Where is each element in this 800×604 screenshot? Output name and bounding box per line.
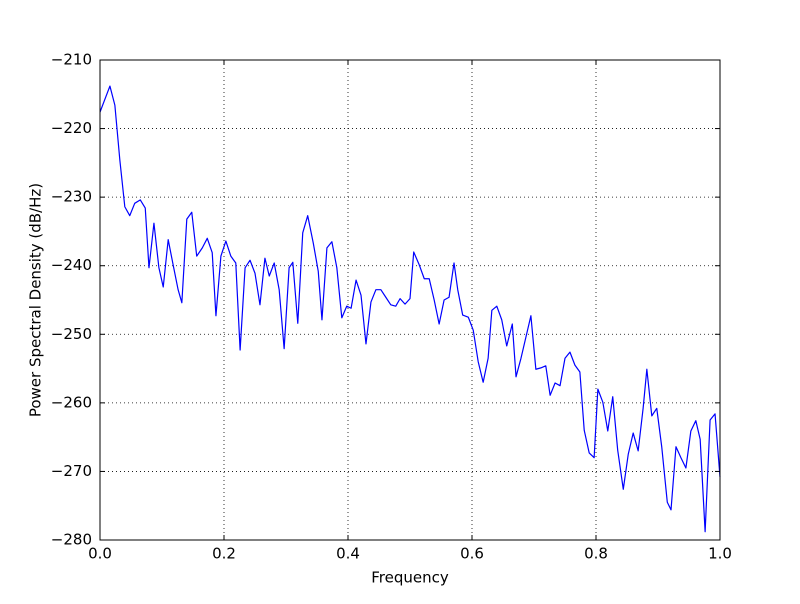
x-tick-label: 0.4 — [336, 545, 360, 563]
y-tick-label: −220 — [51, 119, 92, 137]
x-tick-label: 1.0 — [708, 545, 732, 563]
y-tick-label: −240 — [51, 256, 92, 274]
x-axis-label: Frequency — [371, 569, 449, 587]
y-tick-label: −210 — [51, 51, 92, 69]
y-tick-label: −230 — [51, 188, 92, 206]
x-tick-label: 0.6 — [460, 545, 484, 563]
y-axis-label: Power Spectral Density (dB/Hz) — [27, 183, 45, 417]
y-tick-label: −260 — [51, 393, 92, 411]
y-tick-label: −250 — [51, 325, 92, 343]
line-series — [99, 85, 721, 533]
x-tick-label: 0.0 — [88, 545, 112, 563]
y-tick-label: −270 — [51, 462, 92, 480]
y-tick-label: −280 — [51, 531, 92, 549]
plot-area — [99, 85, 721, 533]
x-tick-label: 0.2 — [212, 545, 236, 563]
x-tick-label: 0.8 — [584, 545, 608, 563]
axes-frame — [99, 59, 721, 541]
